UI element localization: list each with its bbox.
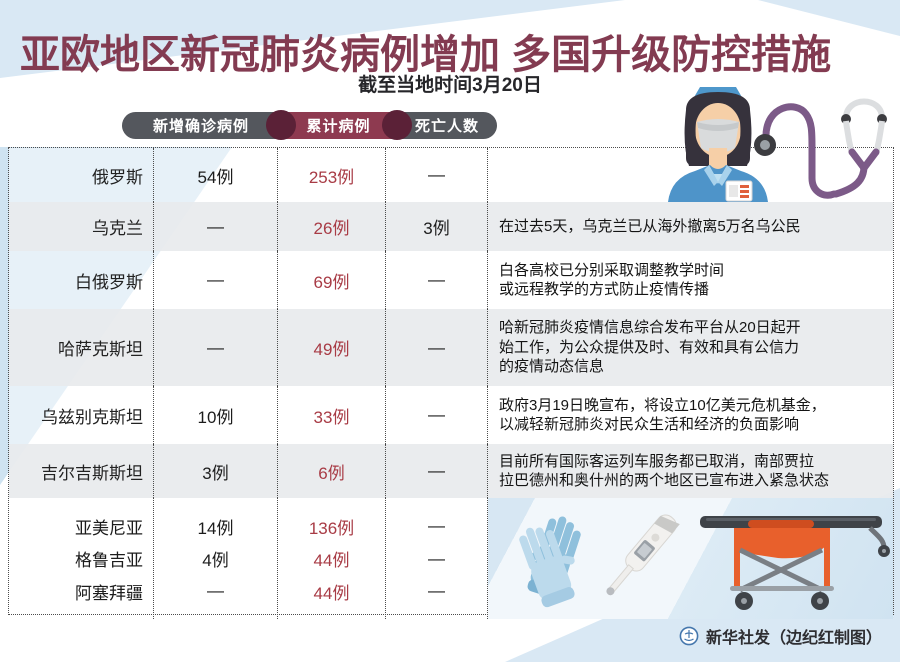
header-separator-dot [382, 110, 412, 140]
new-cases-cell: — [154, 251, 278, 309]
header-cumulative-cases: 累计病例 [280, 112, 397, 139]
page-title: 亚欧地区新冠肺炎病例增加 多国升级防控措施 [20, 33, 832, 77]
new-cases-value: — [207, 581, 224, 601]
medical-icons-svg [519, 514, 890, 610]
table-row: 白俄罗斯 — 69例 — 白各高校已分别采取调整教学时间 或远程教学的方式防止疫… [9, 251, 893, 309]
footer-credit-text: 新华社发（边纪红制图） [705, 630, 882, 647]
new-cases-cell: 3例 [154, 444, 278, 498]
table-row-combined: 亚美尼亚 格鲁吉亚 阿塞拜疆 14例 4例 — 136例 44例 44例 — —… [9, 498, 893, 619]
new-cases-value: 14例 [197, 518, 234, 538]
deaths-cell: — — — [386, 498, 488, 619]
deaths-cell: — [386, 309, 488, 386]
cumulative-cell: 136例 44例 44例 [278, 498, 386, 619]
stretcher-icon [700, 516, 890, 610]
cumulative-cell: 69例 [278, 251, 386, 309]
new-cases-cell: — [154, 202, 278, 251]
table-row: 乌克兰 — 26例 3例 在过去5天，乌克兰已从海外撤离5万名乌公民 [9, 202, 893, 251]
header-separator-dot [266, 110, 296, 140]
deaths-cell: — [386, 251, 488, 309]
table-row: 哈萨克斯坦 — 49例 — 哈新冠肺炎疫情信息综合发布平台从20日起开 始工作，… [9, 309, 893, 386]
deaths-cell: — [386, 148, 488, 202]
xinhua-logo-icon [679, 626, 699, 646]
header-deaths-label: 死亡人数 [414, 118, 479, 135]
note-cell: 在过去5天，乌克兰已从海外撤离5万名乌公民 [499, 217, 801, 235]
country-cell: 哈萨克斯坦 [9, 309, 154, 386]
country-cell: 乌克兰 [9, 202, 154, 251]
nurse-illustration [648, 86, 788, 202]
cases-table: 俄罗斯 54例 253例 — 乌克兰 — 26例 3例 在过去5天，乌克兰已从海… [8, 147, 894, 619]
cumulative-cell: 33例 [278, 386, 386, 444]
deaths-cell: — [386, 386, 488, 444]
cumulative-value: 44例 [313, 583, 350, 603]
country-name: 阿塞拜疆 [75, 583, 143, 603]
deaths-cell: 3例 [386, 202, 488, 251]
footer-credit: 新华社发（边纪红制图） [679, 624, 882, 648]
header-cumulative-cases-label: 累计病例 [306, 118, 371, 135]
table-row: 吉尔吉斯斯坦 3例 6例 — 目前所有国际客运列车服务都已取消，南部贾拉 拉巴德… [9, 444, 893, 498]
header-deaths: 死亡人数 [397, 112, 497, 139]
table-row: 乌兹别克斯坦 10例 33例 — 政府3月19日晚宣布，将设立10亿美元危机基金… [9, 386, 893, 444]
note-cell: 哈新冠肺炎疫情信息综合发布平台从20日起开 始工作，为公众提供及时、有效和具有公… [499, 319, 801, 376]
page-subtitle: 截至当地时间3月20日 [358, 75, 542, 96]
country-cell: 亚美尼亚 格鲁吉亚 阿塞拜疆 [9, 498, 154, 619]
deaths-value: — [428, 516, 445, 536]
gloves-icon [519, 516, 581, 608]
new-cases-cell: 10例 [154, 386, 278, 444]
note-cell: 政府3月19日晚宣布，将设立10亿美元危机基金， 以减轻新冠肺炎对民众生活和经济… [499, 396, 826, 434]
medical-supplies-illustration [488, 498, 893, 619]
new-cases-cell: 54例 [154, 148, 278, 202]
country-name: 格鲁吉亚 [75, 551, 143, 571]
country-cell: 白俄罗斯 [9, 251, 154, 309]
stethoscope-icon [752, 88, 892, 202]
cumulative-cell: 49例 [278, 309, 386, 386]
table-header-bar: 新增确诊病例 累计病例 死亡人数 [122, 110, 497, 140]
country-cell: 吉尔吉斯斯坦 [9, 444, 154, 498]
deaths-value: — [428, 548, 445, 568]
cumulative-value: 44例 [313, 551, 350, 571]
cumulative-cell: 26例 [278, 202, 386, 251]
cumulative-cell: 253例 [278, 148, 386, 202]
thermometer-icon [606, 514, 680, 596]
stethoscope-svg [754, 98, 887, 199]
header-new-cases: 新增确诊病例 [122, 112, 280, 139]
new-cases-value: 4例 [202, 551, 229, 571]
deaths-value: — [428, 581, 445, 601]
nurse-svg [668, 87, 768, 202]
header-new-cases-label: 新增确诊病例 [152, 118, 249, 135]
country-name: 亚美尼亚 [75, 518, 143, 538]
cumulative-value: 136例 [308, 518, 355, 538]
new-cases-cell: — [154, 309, 278, 386]
country-cell: 乌兹别克斯坦 [9, 386, 154, 444]
note-cell: 目前所有国际客运列车服务都已取消，南部贾拉 拉巴德州和奥什州的两个地区已宣布进入… [499, 452, 830, 490]
deaths-cell: — [386, 444, 488, 498]
new-cases-cell: 14例 4例 — [154, 498, 278, 619]
cumulative-cell: 6例 [278, 444, 386, 498]
note-cell: 白各高校已分别采取调整教学时间 或远程教学的方式防止疫情传播 [499, 261, 725, 299]
country-cell: 俄罗斯 [9, 148, 154, 202]
